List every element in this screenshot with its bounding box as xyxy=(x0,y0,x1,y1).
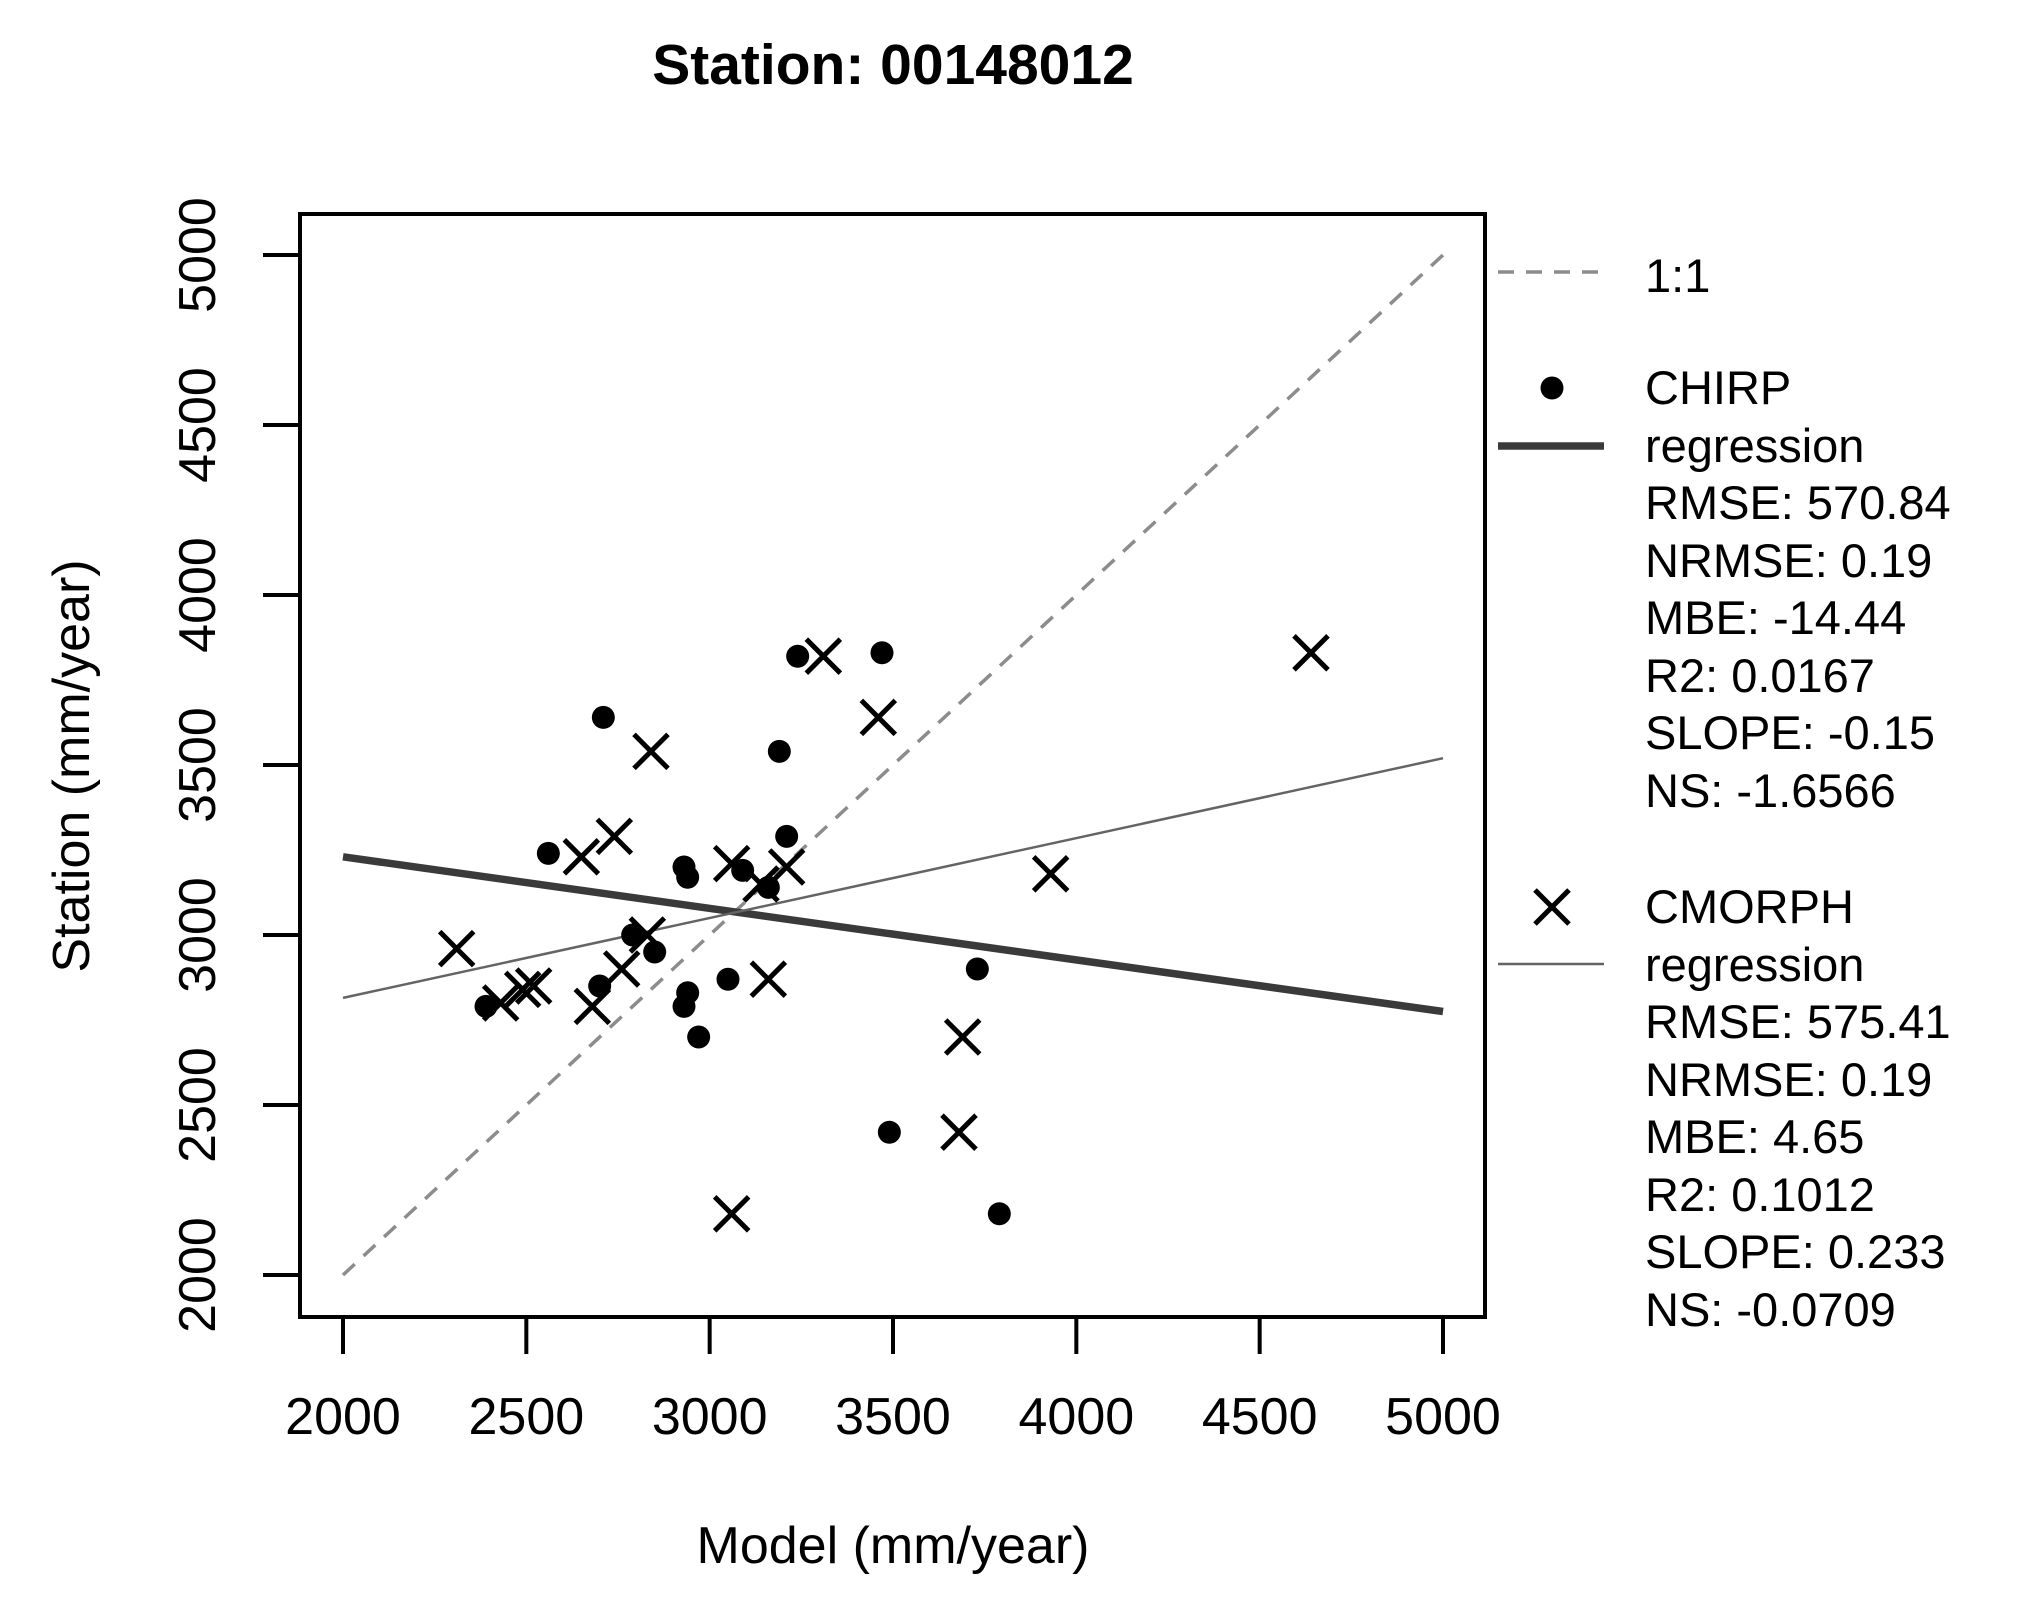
legend-stat-ns: NS: -0.0709 xyxy=(1645,1282,1896,1336)
chirp-point xyxy=(965,957,989,981)
y-axis-tick-label: 3500 xyxy=(169,707,227,823)
chirp-point xyxy=(870,641,894,665)
legend-label: CHIRP xyxy=(1645,361,1792,414)
legend-chirp-dot-sample xyxy=(1540,376,1564,400)
x-axis-tick-label: 2500 xyxy=(468,1388,584,1446)
legend-group-one-to-one: 1:1 xyxy=(1645,247,1710,305)
y-axis-tick-label: 3000 xyxy=(169,877,227,993)
y-axis-tick-label: 4000 xyxy=(169,537,227,653)
cmorph-point xyxy=(562,838,601,876)
chirp-point xyxy=(591,705,615,729)
chirp-point xyxy=(716,967,740,991)
chirp-point xyxy=(767,739,791,763)
chirp-point xyxy=(731,858,755,882)
cmorph-point xyxy=(712,1195,751,1233)
legend-group-cmorph: CMORPH regression RMSE: 575.41 NRMSE: 0.… xyxy=(1645,878,1951,1338)
cmorph-point xyxy=(749,960,788,998)
legend-stat-rmse: RMSE: 570.84 xyxy=(1645,476,1951,529)
chirp-point xyxy=(775,824,799,848)
legend-stat-rmse: RMSE: 575.41 xyxy=(1645,995,1951,1048)
cmorph-point xyxy=(859,698,898,737)
y-axis-tick-label: 5000 xyxy=(169,197,227,313)
legend-label: 1:1 xyxy=(1645,249,1711,302)
legend-stat-slope: SLOPE: -0.15 xyxy=(1645,706,1935,759)
y-axis-tick-label: 2000 xyxy=(169,1217,227,1333)
legend-stat-mbe: MBE: -14.44 xyxy=(1645,591,1907,644)
cmorph-point xyxy=(437,929,476,968)
cmorph-point xyxy=(767,848,806,886)
cmorph-point xyxy=(632,732,670,771)
x-axis-tick-label: 3500 xyxy=(835,1388,951,1446)
cmorph-point xyxy=(1292,634,1330,672)
legend-one-to-one-line-sample xyxy=(1498,270,1604,274)
y-axis-tick-label: 2500 xyxy=(169,1047,227,1163)
cmorph-point xyxy=(595,817,634,856)
cmorph-point xyxy=(628,916,667,954)
legend-chirp-line-sample xyxy=(1498,442,1604,450)
legend-stat-slope: SLOPE: 0.233 xyxy=(1645,1225,1946,1278)
cmorph-point xyxy=(940,1113,978,1151)
cmorph-point xyxy=(602,950,641,988)
cmorph-point xyxy=(514,967,553,1005)
y-axis-label: Station (mm/year) xyxy=(43,559,101,973)
x-axis-tick-label: 4000 xyxy=(1018,1388,1134,1446)
cmorph-point xyxy=(1031,855,1070,893)
x-axis-tick-label: 2000 xyxy=(285,1388,401,1446)
cmorph-point xyxy=(742,865,780,903)
cmorph-point xyxy=(503,970,542,1009)
chirp-point xyxy=(877,1120,901,1144)
legend-label: regression xyxy=(1645,418,1865,472)
legend-stat-nrmse: NRMSE: 0.19 xyxy=(1645,533,1933,587)
chirp-point xyxy=(786,644,810,668)
cmorph-point xyxy=(943,1018,982,1056)
chirp-point xyxy=(987,1202,1011,1226)
legend-stat-ns: NS: -1.6566 xyxy=(1645,763,1896,817)
x-axis-tick-label: 3000 xyxy=(652,1388,768,1446)
legend-stat-mbe: MBE: 4.65 xyxy=(1645,1110,1865,1163)
legend-stat-r2: R2: 0.0167 xyxy=(1645,648,1875,702)
chirp-regression-line xyxy=(342,853,1444,1016)
cmorph-point xyxy=(804,637,843,675)
legend-label: CMORPH xyxy=(1645,880,1854,933)
x-axis-tick-label: 4500 xyxy=(1202,1388,1318,1446)
x-axis-tick-label: 5000 xyxy=(1385,1388,1501,1446)
chirp-point xyxy=(536,841,560,865)
legend-stat-nrmse: NRMSE: 0.19 xyxy=(1645,1052,1933,1106)
legend-label: regression xyxy=(1645,937,1865,991)
cmorph-point xyxy=(573,987,612,1026)
y-axis-tick-label: 4500 xyxy=(169,367,227,483)
x-axis-label: Model (mm/year) xyxy=(696,1517,1090,1575)
chart-title: Station: 00148012 xyxy=(652,33,1134,97)
cmorph-point xyxy=(481,984,520,1022)
chirp-point xyxy=(676,981,700,1005)
legend-stat-r2: R2: 0.1012 xyxy=(1645,1167,1875,1221)
cmorph-regression-line xyxy=(342,756,1444,1000)
legend-cmorph-line-sample xyxy=(1498,962,1604,966)
cmorph-point xyxy=(712,844,751,883)
legend-group-chirp: CHIRP regression RMSE: 570.84 NRMSE: 0.1… xyxy=(1645,359,1951,819)
chirp-point xyxy=(687,1025,711,1049)
legend-cmorph-x-sample xyxy=(1533,888,1571,926)
chirp-point xyxy=(676,865,700,889)
